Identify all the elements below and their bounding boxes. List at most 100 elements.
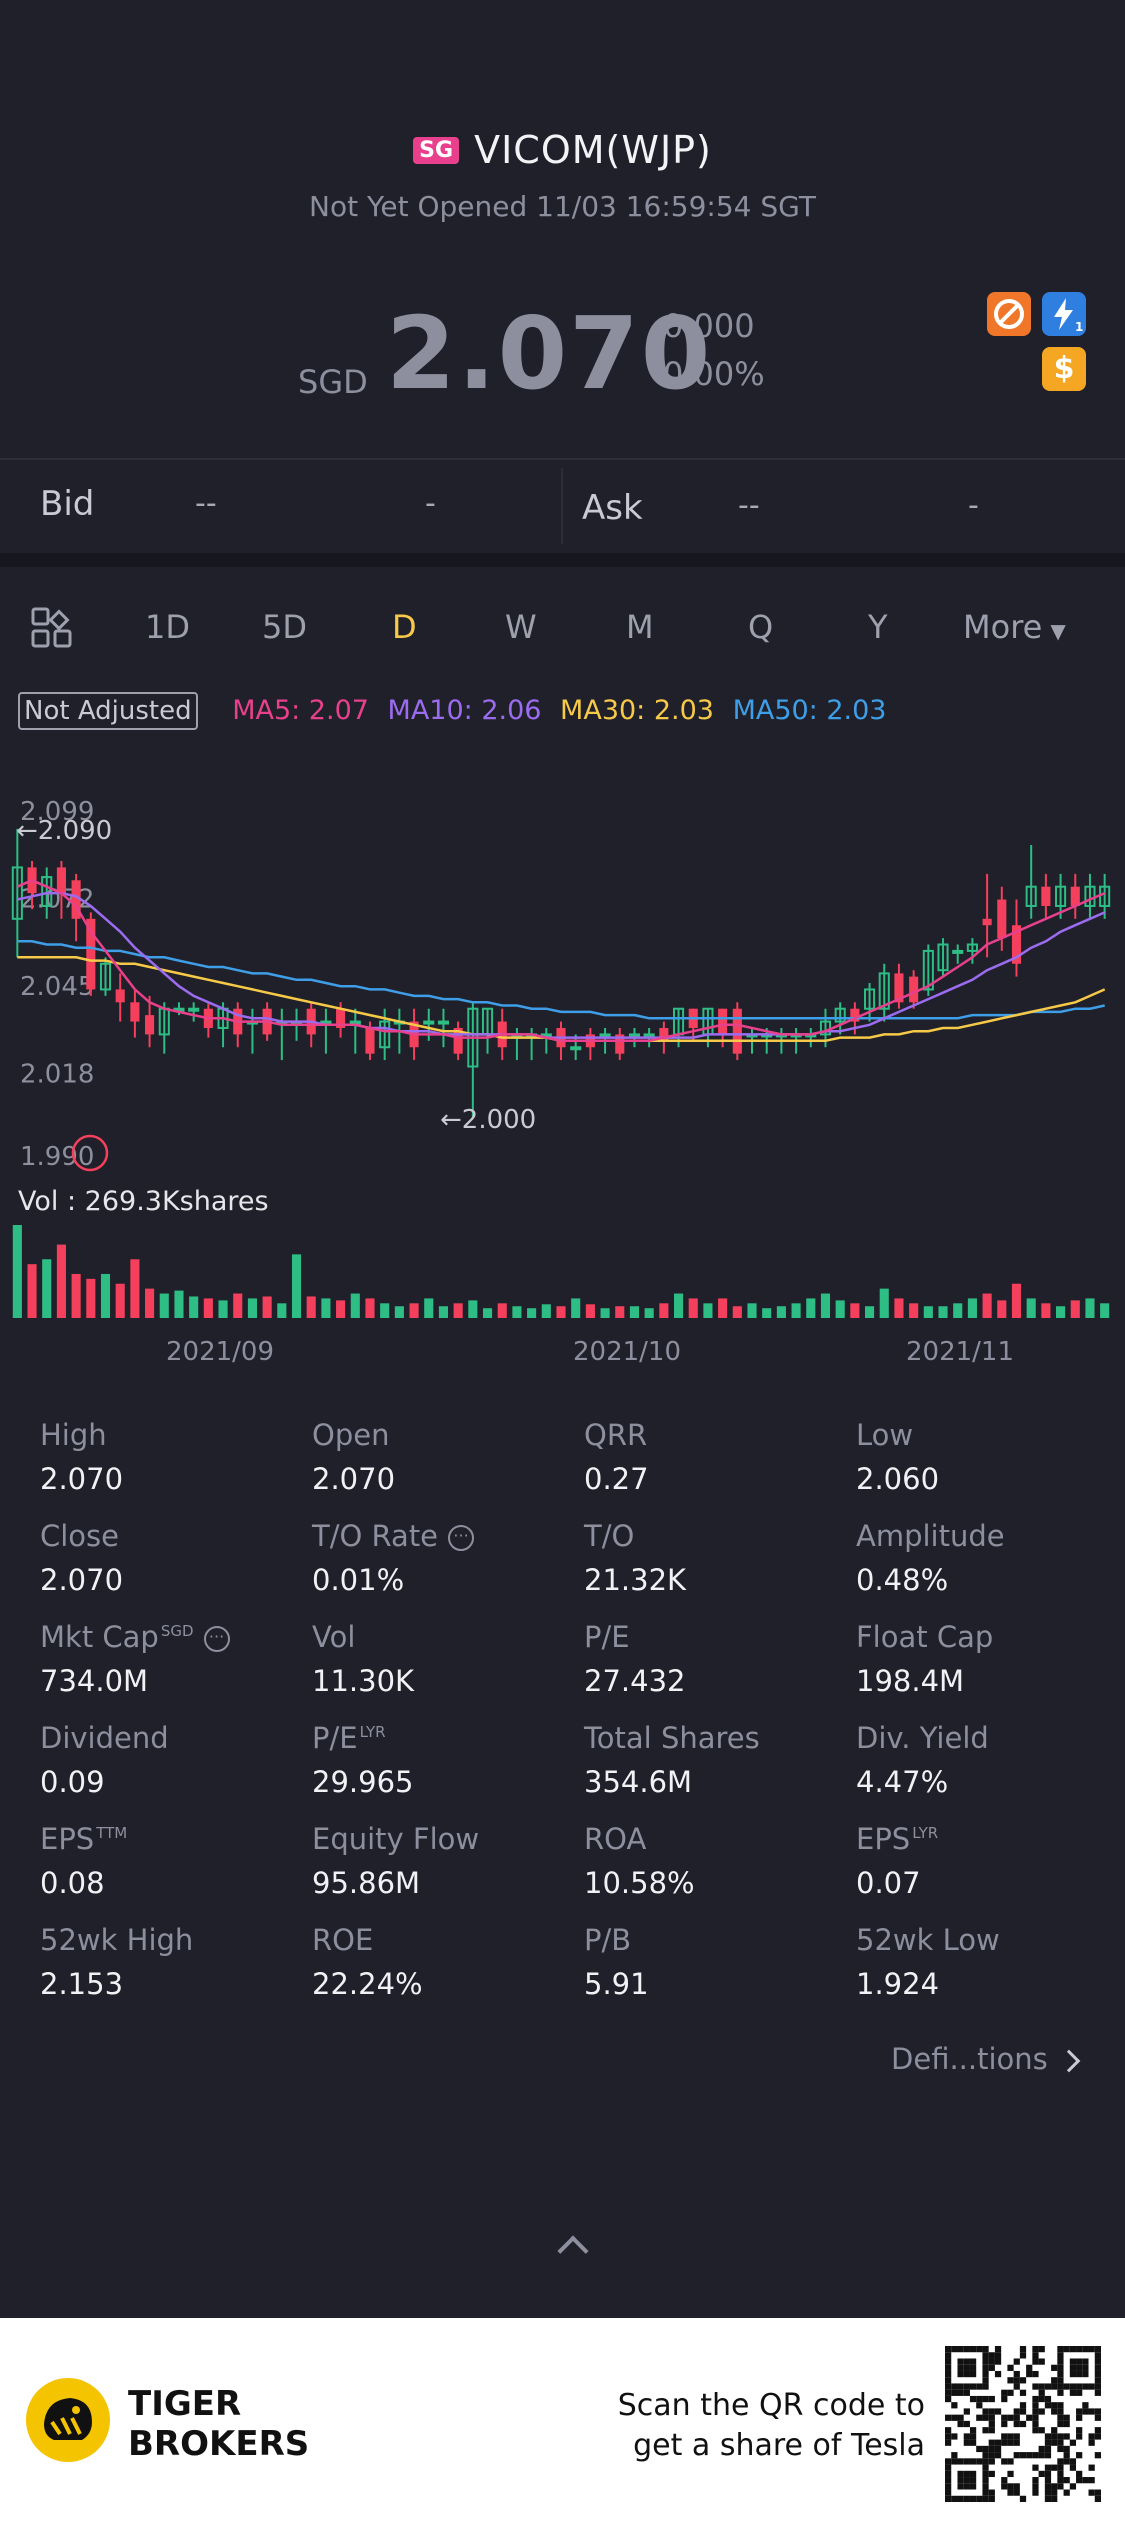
stat-label-text: Vol (312, 1620, 356, 1654)
dollar-icon[interactable]: $ (1042, 347, 1086, 391)
info-icon[interactable]: ··· (203, 1626, 230, 1652)
qr-module (1038, 2383, 1045, 2390)
tab-d[interactable]: D (392, 608, 417, 646)
candle-body (453, 1027, 463, 1054)
candle-body (659, 1027, 669, 1041)
definitions-label: Defi...tions (891, 2042, 1048, 2076)
ask-label: Ask (582, 488, 643, 528)
stat-equity-flow-17: Equity Flow 95.86M (312, 1822, 582, 1900)
qr-module (1094, 2489, 1101, 2496)
stat-label-sup: SGD (160, 1622, 194, 1641)
no-shorting-icon[interactable] (987, 292, 1031, 336)
ma5-value: MA5: 2.07 (232, 695, 369, 726)
bid-size: - (425, 486, 436, 521)
qr-module (1069, 2364, 1077, 2371)
tab-q[interactable]: Q (748, 608, 774, 646)
qr-module (1057, 2377, 1064, 2384)
info-icon[interactable]: ··· (448, 1525, 475, 1551)
qr-module (1044, 2483, 1052, 2490)
candle-body (615, 1034, 625, 1054)
definitions-link[interactable]: Defi...tions (891, 2042, 1081, 2076)
tab-1d[interactable]: 1D (145, 608, 190, 646)
candlestick-chart[interactable]: 2.0992.0722.0452.0181.990←2.090←2.000Vol… (0, 770, 1125, 1370)
stat-label: Equity Flow (312, 1822, 582, 1856)
qr-module (1063, 2433, 1070, 2440)
qr-module (994, 2358, 1002, 2365)
qr-module (1051, 2408, 1058, 2415)
lightning-1-icon[interactable]: 1 (1042, 292, 1086, 336)
promo-line-1: Scan the QR code to (617, 2388, 925, 2423)
volume-bar (56, 1244, 66, 1318)
qr-module (982, 2477, 989, 2484)
qr-module (957, 2389, 964, 2396)
volume-bar (1056, 1306, 1066, 1318)
qr-module (1076, 2370, 1083, 2378)
tab-m[interactable]: M (626, 608, 654, 646)
stat-value: 0.09 (40, 1765, 105, 1799)
qr-module (1032, 2427, 1039, 2434)
qr-module (1069, 2358, 1077, 2365)
qr-module (1063, 2458, 1070, 2465)
tab-more[interactable]: More ▼ (963, 608, 1066, 646)
qr-module (1044, 2439, 1052, 2446)
qr-module (945, 2458, 952, 2465)
qr-module (1051, 2489, 1058, 2496)
bid-ask-row: Bid -- - Ask -- - (0, 460, 1125, 550)
stat-label-text: Mkt Cap (40, 1620, 159, 1654)
qr-module (945, 2395, 952, 2403)
stat-52wk-high-20: 52wk High 2.153 (40, 1923, 310, 2001)
qr-module (1057, 2433, 1064, 2440)
qr-module (994, 2452, 1002, 2459)
qr-module (951, 2495, 958, 2502)
qr-module (1026, 2370, 1033, 2378)
qr-module (1088, 2477, 1095, 2484)
qr-module (1094, 2377, 1101, 2384)
qr-module (1094, 2433, 1101, 2440)
currency-label: SGD (298, 363, 368, 401)
qr-module (945, 2389, 952, 2396)
stat-label: ROA (584, 1822, 854, 1856)
stat-value: 22.24% (312, 1967, 423, 2001)
tab-w[interactable]: W (505, 608, 537, 646)
qr-module (963, 2483, 970, 2490)
qr-module (1094, 2414, 1101, 2421)
tab-5d[interactable]: 5D (262, 608, 307, 646)
volume-bar (145, 1288, 155, 1318)
tab-y[interactable]: Y (868, 608, 888, 646)
qr-module (1001, 2420, 1008, 2428)
volume-bar (703, 1303, 713, 1318)
stat-value: 0.07 (856, 1866, 921, 1900)
candle-body (349, 1020, 361, 1025)
chevron-up-icon[interactable] (557, 2235, 589, 2267)
candle-body (718, 1008, 728, 1035)
volume-bar (571, 1298, 581, 1318)
stat-low-3: Low 2.060 (856, 1418, 1125, 1496)
qr-module (1026, 2414, 1033, 2421)
qr-module (1001, 2477, 1008, 2484)
qr-module (963, 2383, 970, 2390)
stat-label-sup: TTM (96, 1824, 128, 1843)
qr-module (1019, 2377, 1027, 2384)
last-price: 2.070 (386, 295, 713, 412)
qr-module (1088, 2408, 1095, 2415)
adjust-toggle[interactable]: Not Adjusted (18, 692, 198, 730)
qr-module (1001, 2433, 1008, 2440)
qr-module (1044, 2445, 1052, 2453)
grid-layout-icon[interactable] (30, 606, 74, 654)
qr-module (1088, 2383, 1095, 2390)
qr-module (957, 2495, 964, 2502)
stat-value: 2.060 (856, 1462, 940, 1496)
volume-bar (791, 1303, 801, 1318)
qr-module (945, 2346, 952, 2353)
bid-price: -- (195, 486, 217, 521)
qr-module (951, 2433, 958, 2440)
volume-bar (262, 1296, 272, 1318)
candle-body (71, 880, 81, 919)
candle-body (922, 949, 934, 991)
qr-module (1013, 2377, 1020, 2384)
qr-module (969, 2477, 977, 2484)
qr-module (957, 2370, 964, 2378)
candle-body (643, 1033, 655, 1038)
qr-module (1057, 2414, 1064, 2421)
volume-bar (556, 1306, 566, 1318)
